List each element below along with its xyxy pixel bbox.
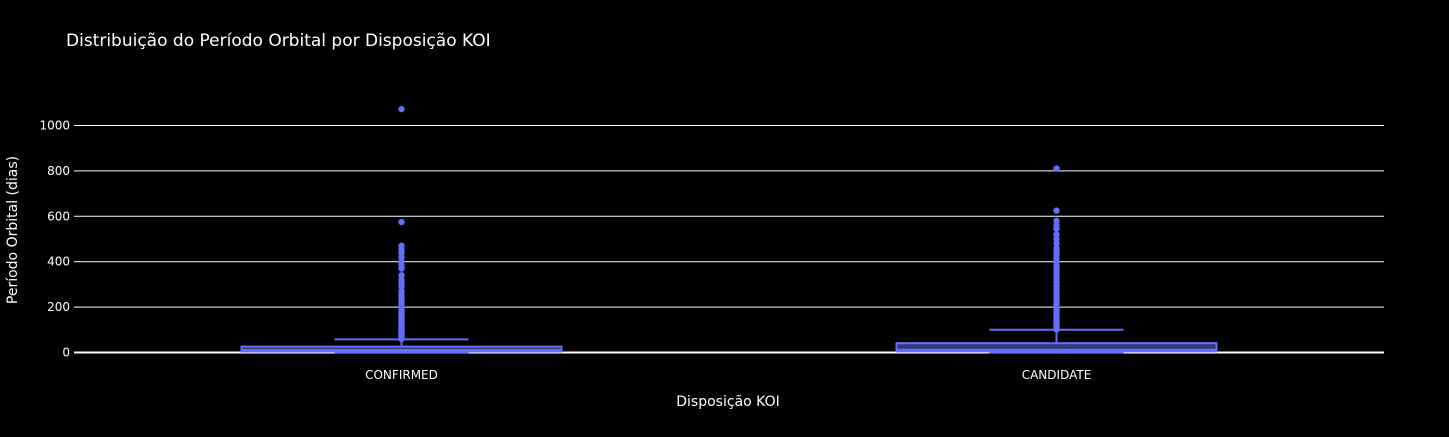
y-tick-label: 800 (47, 164, 70, 178)
x-axis-title: Disposição KOI (676, 394, 779, 410)
outlier-point (398, 105, 405, 113)
y-tick-label: 400 (47, 255, 70, 269)
box-candidate (895, 165, 1218, 354)
outlier-point (1053, 217, 1060, 225)
outlier-point (1053, 165, 1060, 172)
outlier-point (1053, 240, 1060, 247)
box-plots (240, 105, 1218, 354)
outlier-point (398, 242, 405, 250)
outlier-point (398, 258, 405, 265)
box-iqr (895, 342, 1218, 353)
y-tick-label: 0 (62, 346, 70, 360)
outlier-point (1053, 222, 1060, 229)
box-confirmed (240, 105, 563, 354)
y-axis-title: Período Orbital (dias) (5, 156, 21, 304)
outlier-point (398, 272, 405, 279)
outlier-point (1053, 231, 1060, 238)
outlier-point (1053, 244, 1060, 252)
y-tick-label: 600 (47, 209, 70, 223)
outlier-point (398, 276, 405, 284)
outlier-point (1053, 207, 1060, 214)
y-tick-label: 200 (47, 300, 70, 314)
outlier-point (1053, 235, 1060, 243)
y-axis: 0 200 400 600 800 1000 (39, 119, 70, 360)
outlier-point (398, 218, 405, 226)
outlier-point (398, 253, 405, 261)
outlier-point (398, 288, 405, 295)
chart-title: Distribuição do Período Orbital por Disp… (66, 31, 491, 51)
x-tick-label: CONFIRMED (365, 368, 438, 382)
y-tick-label: 1000 (39, 119, 70, 133)
x-tick-label: CANDIDATE (1022, 368, 1092, 382)
gridlines (74, 125, 1384, 354)
x-axis: CONFIRMED CANDIDATE (365, 368, 1091, 382)
